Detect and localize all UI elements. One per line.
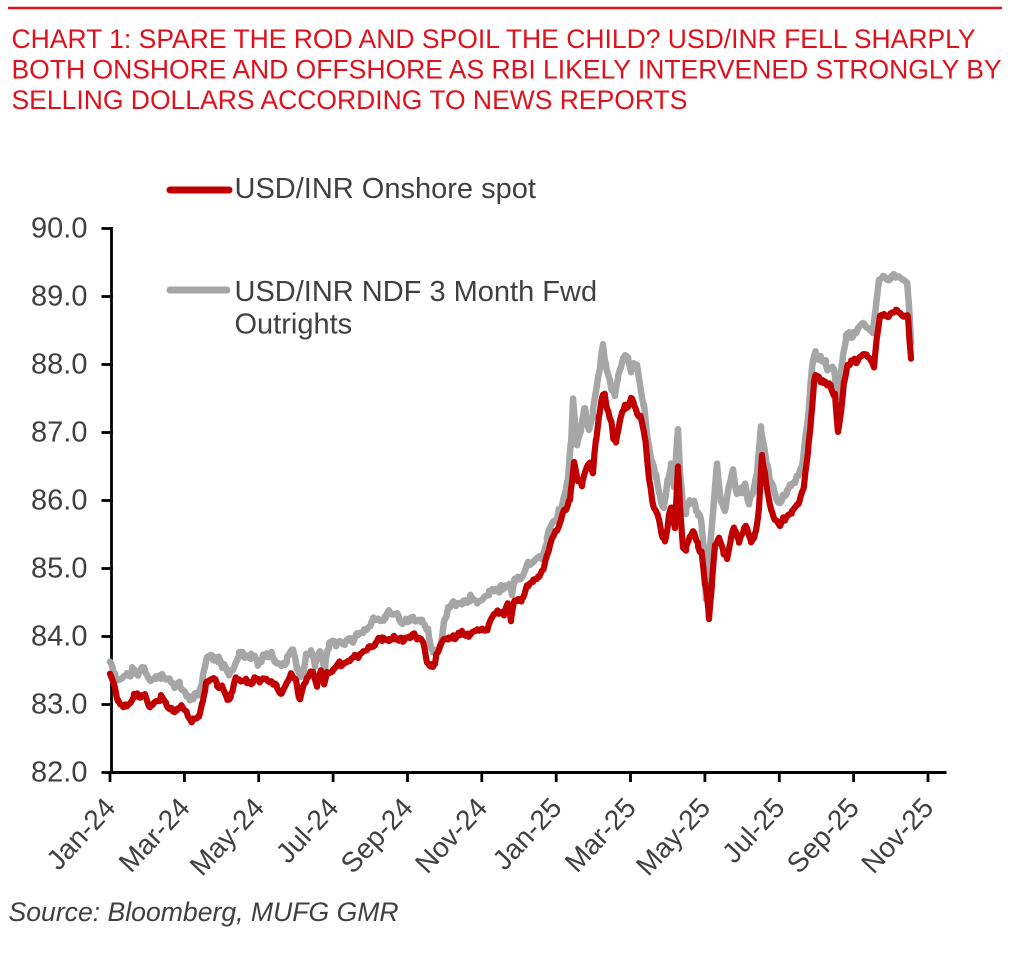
svg-text:USD/INR NDF 3 Month Fwd: USD/INR NDF 3 Month Fwd	[235, 276, 598, 308]
svg-text:SELLING DOLLARS ACCORDING TO N: SELLING DOLLARS ACCORDING TO NEWS REPORT…	[12, 85, 688, 115]
svg-text:82.0: 82.0	[31, 757, 87, 789]
svg-text:CHART 1: SPARE THE ROD AND SPO: CHART 1: SPARE THE ROD AND SPOIL THE CHI…	[12, 24, 976, 54]
svg-text:Source: Bloomberg, MUFG GMR: Source: Bloomberg, MUFG GMR	[9, 897, 399, 927]
svg-text:85.0: 85.0	[31, 553, 87, 585]
svg-text:89.0: 89.0	[31, 281, 87, 313]
svg-text:Outrights: Outrights	[235, 309, 353, 341]
svg-text:83.0: 83.0	[31, 689, 87, 721]
svg-text:87.0: 87.0	[31, 417, 87, 449]
svg-text:86.0: 86.0	[31, 485, 87, 517]
svg-text:84.0: 84.0	[31, 621, 87, 653]
svg-text:USD/INR Onshore spot: USD/INR Onshore spot	[235, 173, 536, 205]
svg-text:90.0: 90.0	[31, 213, 87, 245]
svg-text:88.0: 88.0	[31, 349, 87, 381]
svg-text:BOTH ONSHORE AND OFFSHORE AS R: BOTH ONSHORE AND OFFSHORE AS RBI LIKELY …	[12, 55, 1002, 85]
